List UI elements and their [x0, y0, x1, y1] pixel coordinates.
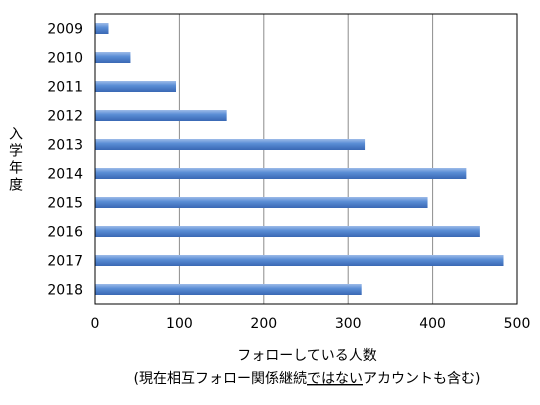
- x-axis-subtitle-part-1: (現在相互フォロー関係継続: [134, 370, 307, 387]
- bar-2012: [95, 110, 227, 121]
- category-label-2011: 2011: [47, 80, 83, 96]
- bar-2013: [95, 139, 366, 150]
- category-label-2015: 2015: [47, 196, 83, 212]
- x-tick-label: 0: [91, 316, 100, 332]
- bar-2018: [95, 284, 362, 295]
- x-axis-title: フォローしている人数: [237, 348, 377, 364]
- plot-frame: [94, 13, 518, 305]
- bar-2010: [95, 52, 131, 63]
- y-axis-title-char: 年: [9, 161, 23, 177]
- bars: [95, 23, 504, 295]
- category-label-2018: 2018: [47, 283, 83, 299]
- category-label-2012: 2012: [47, 109, 83, 125]
- y-axis-title-char: 学: [9, 144, 23, 160]
- category-label-2016: 2016: [47, 225, 83, 241]
- bar-2011: [95, 81, 177, 92]
- bar-2009: [95, 23, 109, 34]
- x-tick-label: 300: [335, 316, 362, 332]
- y-axis-title: 入学年度: [9, 127, 23, 194]
- x-axis-subtitle: (現在相互フォロー関係継続ではないアカウントも含む): [134, 370, 481, 387]
- bar-2017: [95, 255, 504, 266]
- bar-2016: [95, 226, 480, 237]
- x-axis-subtitle-emphasis: ではない: [307, 371, 363, 387]
- x-tick-label: 200: [250, 316, 277, 332]
- x-tick-label: 100: [166, 316, 193, 332]
- y-axis-title-char: 度: [9, 178, 23, 194]
- x-tick-labels: 0 100 200 300 400 500: [91, 316, 531, 332]
- bar-2015: [95, 197, 428, 208]
- category-label-2010: 2010: [47, 51, 83, 67]
- y-axis-title-char: 入: [9, 127, 23, 143]
- bar-2014: [95, 168, 467, 179]
- x-tick-label: 400: [419, 316, 446, 332]
- category-labels: 2009 2010 2011 2012 2013 2014 2015 2016 2017 2018: [47, 22, 83, 299]
- x-axis-subtitle-part-3: アカウントも含む): [363, 371, 480, 387]
- category-label-2014: 2014: [47, 167, 83, 183]
- x-tick-label: 500: [504, 316, 531, 332]
- category-label-2017: 2017: [47, 254, 83, 270]
- category-label-2013: 2013: [47, 138, 83, 154]
- category-label-2009: 2009: [47, 22, 83, 38]
